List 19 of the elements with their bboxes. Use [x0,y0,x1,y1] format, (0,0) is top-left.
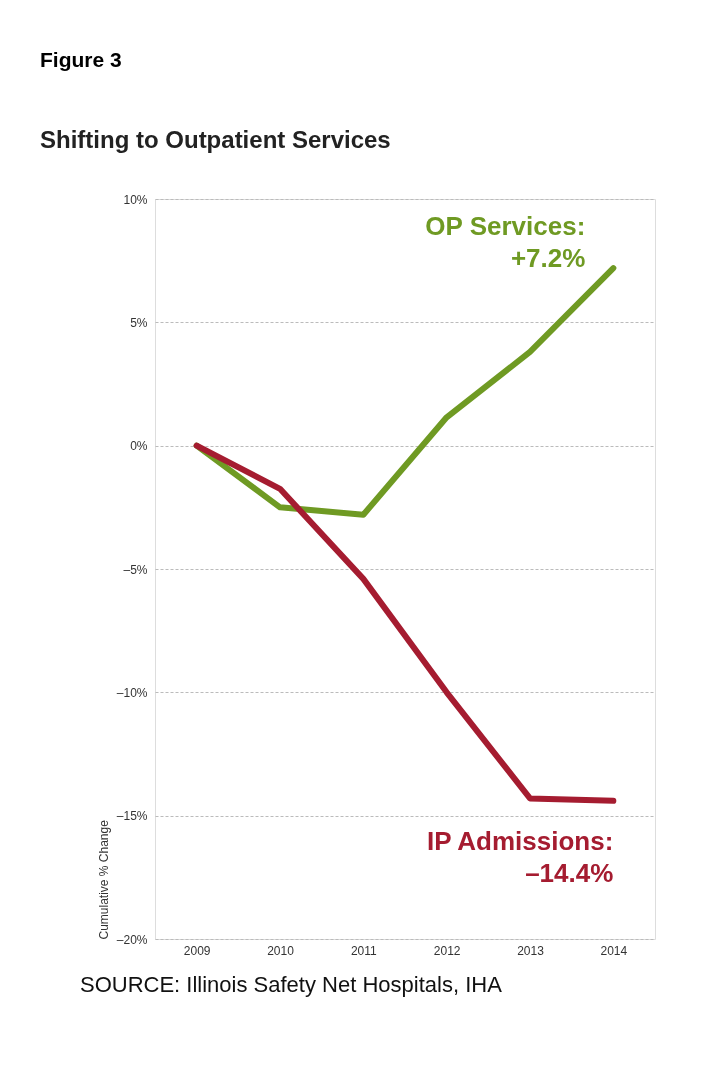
x-tick-label: 2014 [600,943,628,958]
chart-title: Figure 3 [40,48,122,71]
y-tick-label: 10% [123,192,148,207]
annotation: OP Services: +7.2% [425,211,586,274]
y-tick-label: –20% [116,932,148,947]
x-tick-label: 2010 [267,943,295,958]
y-axis-title: Cumulative % Change [96,819,111,940]
x-tick-label: 2013 [517,943,545,958]
annotation: IP Admissions: –14.4% [426,825,614,888]
x-tick-label: 2011 [350,943,378,958]
x-tick-label: 2012 [433,943,461,958]
y-tick-label: –15% [116,809,148,824]
chart-subtitle: Shifting to Outpatient Services [40,126,391,153]
y-tick-label: –10% [116,685,148,700]
x-tick-label: 2009 [183,943,211,958]
y-tick-label: 0% [130,439,148,454]
y-tick-label: 5% [130,315,148,330]
y-tick-label: –5% [123,562,148,577]
source-note: SOURCE: Illinois Safety Net Hospitals, IHA [80,972,503,997]
